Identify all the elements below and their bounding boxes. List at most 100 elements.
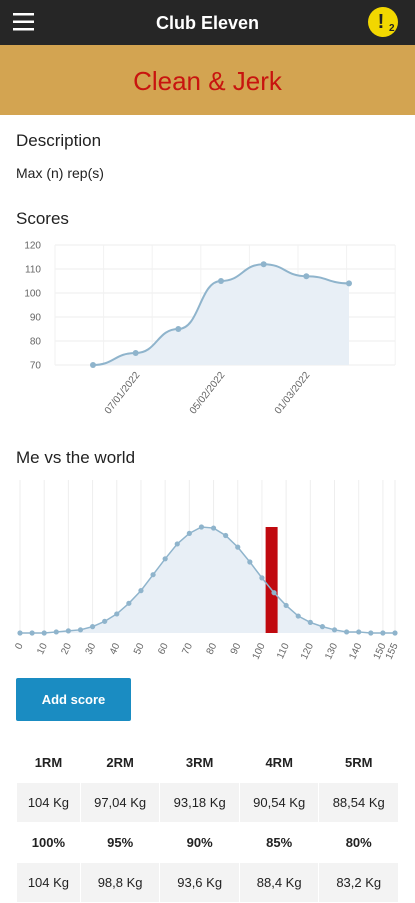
x-tick-label: 100 xyxy=(251,641,268,661)
table-header-cell: 85% xyxy=(238,822,320,863)
table-cell: 98,8 Kg xyxy=(79,862,161,903)
x-tick-label: 90 xyxy=(229,641,244,656)
table-cell: 93,6 Kg xyxy=(159,862,240,903)
alert-count: 2 xyxy=(389,23,395,34)
add-score-button[interactable]: Add score xyxy=(16,678,131,721)
point xyxy=(132,350,139,356)
area xyxy=(20,527,395,633)
point xyxy=(380,630,386,636)
point xyxy=(150,572,156,578)
x-tick-label: 80 xyxy=(205,641,220,656)
point xyxy=(126,600,132,606)
x-tick-label: 60 xyxy=(156,641,171,656)
x-tick-label: 07/01/2022 xyxy=(103,370,143,417)
y-tick-label: 90 xyxy=(30,313,42,324)
table-cell: 83,2 Kg xyxy=(318,862,399,903)
point xyxy=(174,541,180,547)
section-heading: Me vs the world xyxy=(16,448,136,467)
point xyxy=(162,556,168,562)
table-row: 104 Kg 98,8 Kg 93,6 Kg 88,4 Kg 83,2 Kg xyxy=(16,862,399,903)
table-row: 104 Kg 97,04 Kg 93,18 Kg 90,54 Kg 88,54 Kg xyxy=(16,782,399,823)
table-header-cell: 1RM xyxy=(16,742,81,783)
alert-icon: ! xyxy=(377,11,385,33)
table-header-cell: 5RM xyxy=(318,742,399,783)
point xyxy=(356,629,362,635)
x-tick-label: 110 xyxy=(275,641,292,660)
x-tick-label: 0 xyxy=(13,641,26,651)
x-tick-label: 50 xyxy=(132,641,147,656)
x-tick-label: 01/03/2022 xyxy=(273,370,313,417)
table-header-cell: 80% xyxy=(318,822,399,863)
menu-icon[interactable] xyxy=(13,12,35,32)
y-tick-label: 110 xyxy=(25,265,41,276)
point xyxy=(259,575,265,581)
point xyxy=(53,629,59,635)
point xyxy=(368,630,374,636)
y-tick-label: 120 xyxy=(24,241,41,252)
point xyxy=(260,261,267,268)
point xyxy=(89,624,96,630)
table-cell: 104 Kg xyxy=(16,782,81,823)
point xyxy=(17,630,23,636)
point xyxy=(295,613,301,619)
point xyxy=(247,559,253,565)
rm-table: 1RM 2RM 3RM 4RM 5RM 104 Kg 97,04 Kg 93,18 Kg 90,… xyxy=(16,742,399,903)
table-cell: 88,54 Kg xyxy=(318,782,399,823)
point xyxy=(114,611,120,617)
title-band: Clean & Jerk xyxy=(0,45,415,115)
x-tick-label: 140 xyxy=(347,641,364,661)
y-tick-label: 100 xyxy=(24,289,41,300)
point xyxy=(271,590,277,596)
x-tick-label: 10 xyxy=(35,641,50,656)
point xyxy=(138,588,144,594)
table-header-cell: 3RM xyxy=(159,742,240,783)
x-tick-label: 155 xyxy=(384,641,401,661)
table-cell: 97,04 Kg xyxy=(79,782,161,823)
page-title: Clean & Jerk xyxy=(133,66,282,96)
y-tick-label: 70 xyxy=(30,361,42,372)
point xyxy=(210,525,217,531)
x-tick-label: 05/02/2022 xyxy=(188,370,228,417)
point xyxy=(235,544,241,550)
my-score-bar xyxy=(265,527,278,633)
x-tick-label: 40 xyxy=(108,641,123,656)
point xyxy=(392,630,398,636)
point xyxy=(29,630,35,636)
scores-chart: 70 80 90 100 110 120 07/01/2022 05/02/2022 01/03… xyxy=(24,241,396,417)
point xyxy=(186,530,192,536)
table-header-cell: 90% xyxy=(159,822,240,863)
y-tick-label: 80 xyxy=(30,337,42,348)
table-header-cell: 100% xyxy=(16,822,81,863)
app-title: Club Eleven xyxy=(155,13,260,33)
point xyxy=(223,532,229,539)
table-header-cell: 2RM xyxy=(79,742,161,783)
table-row: 1RM 2RM 3RM 4RM 5RM xyxy=(16,742,399,783)
alert-badge[interactable]: ! 2 xyxy=(368,7,398,37)
x-tick-label: 30 xyxy=(84,641,99,656)
section-heading: Description xyxy=(16,131,102,150)
table-cell: 90,54 Kg xyxy=(238,782,320,823)
x-tick-label: 120 xyxy=(299,641,316,661)
point xyxy=(77,627,84,633)
point xyxy=(198,524,205,530)
table-cell: 104 Kg xyxy=(16,862,81,903)
point xyxy=(218,278,224,284)
table-cell: 93,18 Kg xyxy=(159,782,240,823)
point xyxy=(319,624,326,630)
table-header-cell: 4RM xyxy=(238,742,320,783)
x-tick-label: 130 xyxy=(323,641,340,661)
section-heading: Scores xyxy=(16,209,69,228)
point xyxy=(344,629,350,635)
x-tick-label: 20 xyxy=(59,641,74,656)
point xyxy=(65,628,71,634)
table-cell: 88,4 Kg xyxy=(238,862,320,903)
point xyxy=(175,326,182,332)
point xyxy=(307,619,313,625)
point xyxy=(331,627,338,633)
point xyxy=(41,630,47,636)
point xyxy=(90,362,96,368)
point xyxy=(303,273,310,280)
description-text: Max (n) rep(s) xyxy=(16,165,104,181)
